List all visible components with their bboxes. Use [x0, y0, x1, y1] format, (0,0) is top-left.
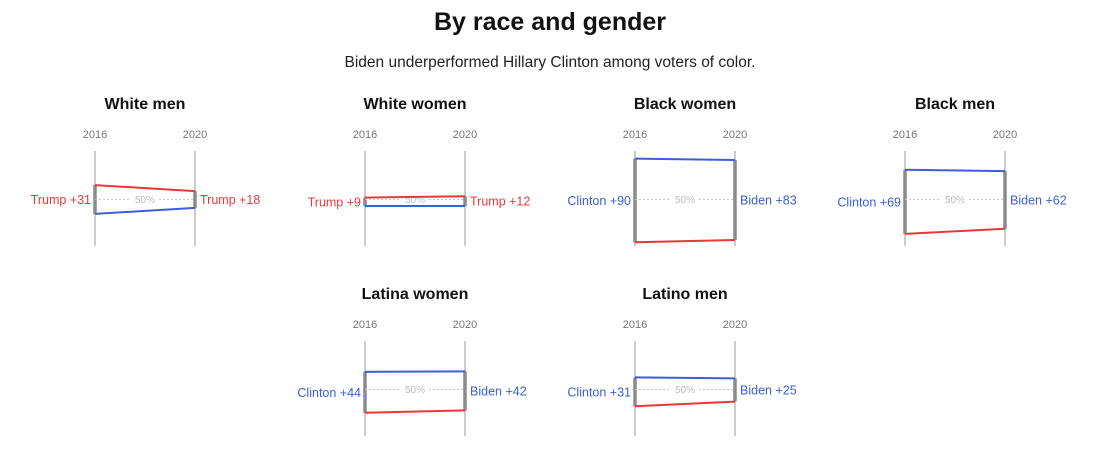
fifty-percent-label: 50% — [405, 385, 425, 396]
fifty-percent-label: 50% — [135, 195, 155, 206]
panel-latina-women: Latina women 2016 2020 50% Clinton +44 Biden… — [285, 286, 545, 456]
page-title: By race and gender — [433, 8, 667, 36]
series-line — [634, 400, 736, 408]
year-tick-label: 2016 — [623, 319, 647, 331]
slope-chart: 2016 2020 50% Clinton +31 Biden +25 — [567, 319, 797, 436]
series-line — [634, 238, 736, 244]
margin-label: Clinton +44 — [297, 386, 361, 400]
year-tick-label: 2020 — [723, 129, 747, 141]
panel-title: White men — [104, 96, 186, 113]
year-tick-label: 2016 — [353, 319, 377, 331]
margin-label: Biden +42 — [470, 384, 527, 398]
fifty-percent-label: 50% — [675, 385, 695, 396]
panel-latino-men: Latino men 2016 2020 50% Clinton +31 Biden +… — [555, 286, 815, 456]
series-line — [904, 227, 1006, 235]
panel-black-men: Black men 2016 2020 50% Clinton +69 Biden +6… — [825, 96, 1085, 266]
margin-label: Trump +18 — [200, 193, 260, 207]
panel-title: White women — [363, 96, 467, 113]
margin-label: Clinton +69 — [837, 195, 901, 209]
page-subtitle: Biden underperformed Hillary Clinton amo… — [344, 54, 756, 71]
year-tick-label: 2016 — [83, 129, 107, 141]
margin-label: Trump +12 — [470, 195, 530, 209]
margin-label: Clinton +90 — [567, 194, 631, 208]
series-line — [634, 376, 736, 380]
series-line — [904, 168, 1006, 173]
margin-label: Biden +83 — [740, 193, 797, 207]
series-line — [94, 184, 196, 193]
slope-chart: 2016 2020 50% Clinton +90 Biden +83 — [567, 129, 797, 246]
margin-label: Biden +62 — [1010, 193, 1067, 207]
series-line — [364, 409, 466, 414]
panel-title: Black women — [633, 96, 737, 113]
series-line — [364, 195, 466, 199]
panel-title: Black men — [914, 96, 996, 113]
year-tick-label: 2016 — [353, 129, 377, 141]
series-line — [634, 157, 736, 161]
year-tick-label: 2016 — [623, 129, 647, 141]
year-tick-label: 2020 — [723, 319, 747, 331]
year-tick-label: 2016 — [893, 129, 917, 141]
fifty-percent-label: 50% — [675, 195, 695, 206]
slope-chart: 2016 2020 50% Trump +9 Trump +12 — [308, 129, 530, 246]
year-tick-label: 2020 — [183, 129, 207, 141]
slope-chart: 2016 2020 50% Clinton +44 Biden +42 — [297, 319, 527, 436]
year-tick-label: 2020 — [453, 129, 477, 141]
margin-label: Trump +9 — [308, 195, 361, 209]
panel-white-men: White men 2016 2020 50% Trump +31 Trump +18 — [15, 96, 275, 266]
panel-black-women: Black women 2016 2020 50% Clinton +90 Biden … — [555, 96, 815, 266]
fifty-percent-label: 50% — [945, 195, 965, 206]
slope-chart: 2016 2020 50% Trump +31 Trump +18 — [31, 129, 260, 246]
margin-label: Clinton +31 — [567, 385, 631, 399]
series-line — [94, 206, 196, 215]
panel-white-women: White women 2016 2020 50% Trump +9 Trump +12 — [285, 96, 545, 266]
slope-chart: 2016 2020 50% Clinton +69 Biden +62 — [837, 129, 1067, 246]
panel-title: Latino men — [642, 286, 728, 303]
year-tick-label: 2020 — [453, 319, 477, 331]
margin-label: Biden +25 — [740, 383, 797, 397]
fifty-percent-label: 50% — [405, 195, 425, 206]
year-tick-label: 2020 — [993, 129, 1017, 141]
panel-title: Latina women — [361, 286, 469, 303]
margin-label: Trump +31 — [31, 193, 91, 207]
